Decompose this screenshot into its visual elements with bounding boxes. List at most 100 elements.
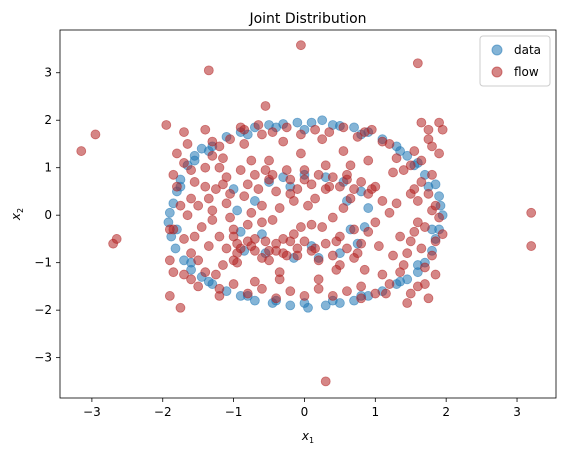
point-flow-152 [257, 253, 267, 263]
point-flow-76 [363, 155, 374, 166]
y-tick-label: 1 [44, 161, 52, 175]
point-flow-11 [164, 255, 175, 266]
point-data-40 [320, 300, 331, 311]
plot-area [76, 40, 537, 387]
point-flow-149 [278, 248, 289, 259]
point-flow-133 [356, 177, 367, 187]
point-data-82 [203, 276, 214, 287]
point-flow-58 [299, 174, 310, 185]
point-flow-78 [370, 217, 381, 228]
point-flow-164 [200, 162, 211, 173]
point-data-18 [349, 122, 359, 133]
point-flow-223 [288, 196, 299, 206]
point-flow-229 [260, 165, 271, 175]
point-flow-4 [203, 65, 214, 76]
point-flow-24 [186, 248, 196, 259]
point-flow-81 [381, 288, 391, 299]
axes-frame [59, 29, 557, 399]
point-flow-224 [310, 193, 320, 204]
point-flow-173 [310, 124, 320, 135]
point-flow-7 [526, 207, 537, 218]
point-flow-69 [338, 146, 349, 156]
x-axis-label: x1 [301, 429, 314, 445]
point-flow-119 [271, 186, 282, 197]
point-flow-138 [356, 238, 367, 249]
point-flow-17 [168, 169, 179, 180]
point-flow-137 [363, 226, 374, 237]
point-flow-198 [200, 267, 211, 278]
point-flow-192 [285, 286, 296, 297]
point-flow-126 [306, 179, 317, 190]
point-flow-129 [327, 172, 338, 183]
point-flow-178 [377, 136, 388, 147]
point-data-0 [164, 207, 175, 218]
point-flow-22 [186, 165, 196, 175]
point-data-63 [363, 203, 374, 213]
legend-label-flow: flow [514, 65, 539, 79]
point-flow-136 [377, 196, 388, 206]
point-flow-160 [200, 181, 211, 192]
point-flow-227 [257, 200, 267, 211]
point-flow-9 [320, 376, 331, 387]
point-data-14 [292, 117, 303, 128]
point-flow-191 [299, 291, 310, 301]
point-flow-156 [228, 255, 239, 266]
point-data-22 [402, 150, 413, 161]
x-tick-label: −3 [83, 405, 101, 419]
point-flow-131 [342, 174, 352, 185]
point-flow-166 [214, 141, 225, 152]
point-flow-103 [214, 162, 225, 173]
point-flow-220 [434, 148, 444, 159]
point-data-70 [249, 196, 260, 206]
point-flow-120 [274, 203, 285, 213]
point-flow-219 [427, 141, 437, 152]
point-flow-113 [249, 169, 260, 180]
point-flow-169 [253, 120, 264, 130]
point-flow-93 [423, 124, 434, 135]
point-flow-15 [179, 127, 189, 137]
point-flow-237 [218, 260, 228, 270]
point-flow-168 [239, 124, 250, 135]
point-flow-228 [338, 203, 349, 213]
point-flow-8 [526, 241, 537, 251]
y-axis-label: x2 [9, 208, 25, 221]
point-flow-222 [405, 236, 416, 247]
point-flow-194 [257, 283, 267, 294]
point-flow-124 [292, 184, 303, 194]
y-tick-label: −3 [34, 351, 52, 365]
point-flow-174 [324, 127, 335, 137]
point-flow-238 [388, 250, 398, 261]
point-flow-123 [285, 174, 296, 185]
point-flow-91 [416, 243, 427, 254]
point-flow-206 [182, 210, 193, 221]
point-flow-196 [228, 279, 239, 289]
point-flow-3 [111, 234, 122, 244]
point-flow-162 [193, 200, 204, 211]
point-flow-33 [218, 153, 228, 164]
x-tick-label: 0 [301, 405, 309, 419]
point-flow-13 [164, 291, 175, 301]
point-data-81 [395, 276, 406, 287]
y-tick-label: 2 [44, 113, 52, 127]
point-flow-233 [246, 155, 257, 166]
point-flow-44 [249, 276, 260, 287]
point-flow-143 [320, 238, 331, 249]
point-flow-25 [193, 281, 204, 292]
y-axis: −3 −2 −1 0 1 2 3 [34, 66, 60, 365]
point-flow-199 [186, 274, 196, 285]
point-flow-234 [359, 264, 370, 275]
point-flow-83 [388, 167, 398, 178]
point-flow-200 [179, 269, 189, 280]
point-flow-84 [391, 198, 402, 209]
series-flow [76, 40, 537, 387]
point-flow-130 [334, 181, 345, 192]
point-flow-139 [349, 253, 359, 263]
x-tick-label: −2 [154, 405, 172, 419]
point-flow-151 [264, 245, 274, 256]
point-flow-66 [327, 212, 338, 223]
point-flow-62 [313, 274, 324, 285]
point-flow-12 [168, 267, 179, 278]
point-flow-106 [225, 212, 235, 223]
point-flow-208 [420, 222, 430, 232]
point-flow-163 [189, 231, 200, 242]
